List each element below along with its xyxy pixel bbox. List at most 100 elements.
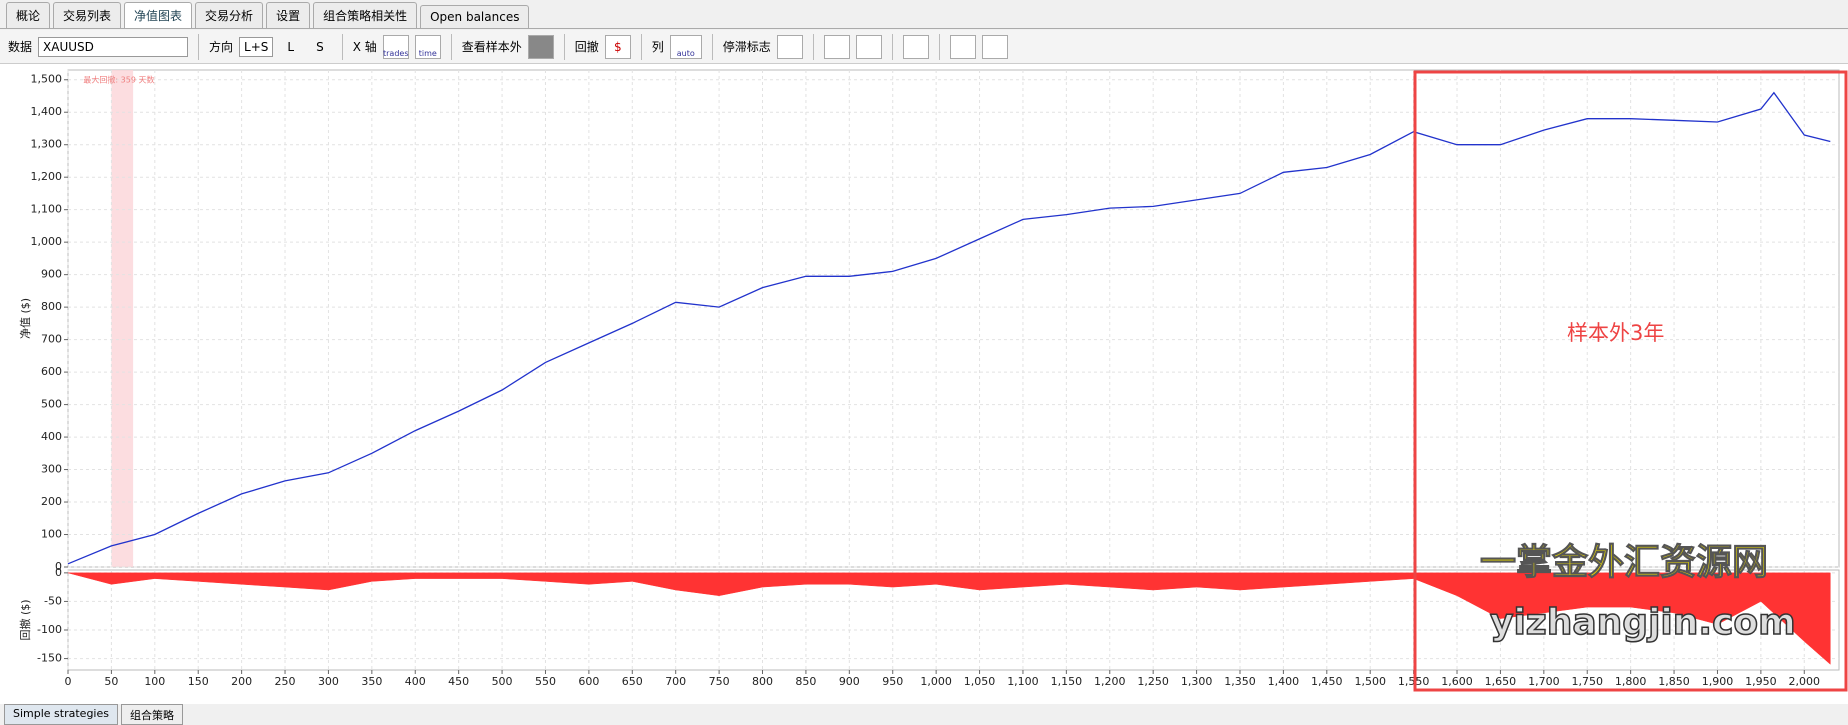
separator xyxy=(341,33,343,60)
tab[interactable]: 概论 xyxy=(6,2,51,28)
equity-line xyxy=(67,91,1831,565)
chart-button[interactable] xyxy=(981,34,1008,59)
highlight-band xyxy=(111,70,134,567)
tab-bar: 概论 交易列表 净值图表 交易分析 设置 组合策略相关性 Open balanc… xyxy=(0,0,1848,29)
y-tick-label: 800 xyxy=(41,300,62,313)
tab[interactable]: 组合策略相关性 xyxy=(313,2,418,28)
out-of-sample-box xyxy=(1413,70,1848,692)
x-tick-label: 1,000 xyxy=(920,675,952,688)
tab[interactable]: Open balances xyxy=(420,5,530,28)
y-tick-label: 700 xyxy=(41,333,62,346)
y-tick-label: -50 xyxy=(44,594,62,607)
tab[interactable]: Simple strategies xyxy=(4,704,118,725)
watermark: 一掌金外汇资源网 xyxy=(1480,541,1768,583)
y-tick-label: 1,300 xyxy=(31,138,63,151)
y-tick-label: 500 xyxy=(41,398,62,411)
x-tick-label: 850 xyxy=(795,675,816,688)
x-tick-label: 1,200 xyxy=(1094,675,1126,688)
watermark: yizhangjin.com xyxy=(1490,602,1796,643)
x-tick-label: 1,250 xyxy=(1137,675,1169,688)
x-tick-label: 1,750 xyxy=(1571,675,1603,688)
drawdown-button[interactable]: $ xyxy=(604,34,631,59)
annotation: 最大回撤: 359 天数 xyxy=(83,75,154,85)
y-tick-label: 200 xyxy=(41,495,62,508)
y-tick-label: 900 xyxy=(41,268,62,281)
label: X 轴 xyxy=(352,40,377,54)
y-axis-label: 净值 ($) xyxy=(18,298,32,339)
x-tick-label: 150 xyxy=(188,675,209,688)
y-tick-label: 1,400 xyxy=(31,105,63,118)
stagnation-button[interactable] xyxy=(776,34,803,59)
tab[interactable]: 净值图表 xyxy=(124,2,193,28)
label: 停滞标志 xyxy=(722,40,771,54)
x-tick-label: 1,050 xyxy=(964,675,996,688)
x-tick-label: 450 xyxy=(448,675,469,688)
x-tick-label: 1,450 xyxy=(1311,675,1343,688)
separator xyxy=(640,33,642,60)
chart-button[interactable] xyxy=(823,34,850,59)
y-tick-label: 400 xyxy=(41,430,62,443)
y-tick-label: 1,500 xyxy=(31,73,63,86)
x-tick-label: 500 xyxy=(492,675,513,688)
y-tick-label: 1,100 xyxy=(31,203,63,216)
y-tick-label: -100 xyxy=(37,623,62,636)
y-axis-label: 回撤 ($) xyxy=(18,599,32,640)
y-tick-label: 300 xyxy=(41,463,62,476)
columns-button[interactable]: auto xyxy=(669,34,702,59)
y-tick-label: 100 xyxy=(41,528,62,541)
x-tick-label: 1,650 xyxy=(1485,675,1517,688)
x-tick-label: 300 xyxy=(318,675,339,688)
chart-button[interactable] xyxy=(949,34,976,59)
x-tick-label: 1,350 xyxy=(1224,675,1256,688)
x-tick-label: 1,500 xyxy=(1354,675,1386,688)
label: 列 xyxy=(651,40,664,54)
x-axis-option[interactable]: time xyxy=(414,34,441,59)
data-select[interactable]: XAUUSD xyxy=(38,36,189,57)
x-tick-label: 2,000 xyxy=(1789,675,1821,688)
separator xyxy=(938,33,940,60)
x-tick-label: 0 xyxy=(65,675,72,688)
x-tick-label: 800 xyxy=(752,675,773,688)
x-tick-label: 1,100 xyxy=(1007,675,1039,688)
x-tick-label: 1,800 xyxy=(1615,675,1647,688)
x-tick-label: 650 xyxy=(622,675,643,688)
separator xyxy=(711,33,713,60)
y-tick-label: 1,200 xyxy=(31,170,63,183)
x-tick-label: 1,900 xyxy=(1702,675,1734,688)
direction-option[interactable]: L xyxy=(287,39,295,54)
chart-button[interactable] xyxy=(902,34,929,59)
x-axis-option[interactable]: trades xyxy=(382,34,409,59)
tab[interactable]: 交易分析 xyxy=(195,2,264,28)
chart-button[interactable] xyxy=(855,34,882,59)
tab[interactable]: 设置 xyxy=(266,2,311,28)
oos-button[interactable] xyxy=(527,34,554,59)
x-tick-label: 1,700 xyxy=(1528,675,1560,688)
y-tick-label: 600 xyxy=(41,365,62,378)
x-tick-label: 200 xyxy=(231,675,252,688)
drawdown-area xyxy=(67,572,1831,665)
label: 数据 xyxy=(8,40,33,54)
x-tick-label: 950 xyxy=(882,675,903,688)
x-tick-label: 100 xyxy=(144,675,165,688)
label: 方向 xyxy=(209,40,234,54)
x-tick-label: 1,850 xyxy=(1658,675,1690,688)
x-tick-label: 750 xyxy=(709,675,730,688)
tab[interactable]: 交易列表 xyxy=(53,2,122,28)
x-tick-label: 1,600 xyxy=(1441,675,1473,688)
out-of-sample-label: 样本外3年 xyxy=(1567,321,1664,345)
x-tick-label: 1,400 xyxy=(1268,675,1300,688)
separator xyxy=(891,33,893,60)
direction-option[interactable]: S xyxy=(316,39,324,54)
y-tick-label: 0 xyxy=(55,560,62,573)
x-tick-label: 250 xyxy=(275,675,296,688)
tab[interactable]: 组合策略 xyxy=(120,704,183,725)
label: 查看样本外 xyxy=(461,40,522,54)
separator xyxy=(563,33,565,60)
y-tick-label: 1,000 xyxy=(31,235,63,248)
x-tick-label: 700 xyxy=(665,675,686,688)
y-tick-label: -150 xyxy=(37,652,62,665)
direction-option[interactable]: L+S xyxy=(239,36,274,57)
x-tick-label: 1,950 xyxy=(1745,675,1777,688)
chart: 0 100 200 300 400 500 600 700 800 900 1,000 1,100 1,… xyxy=(0,64,1848,704)
